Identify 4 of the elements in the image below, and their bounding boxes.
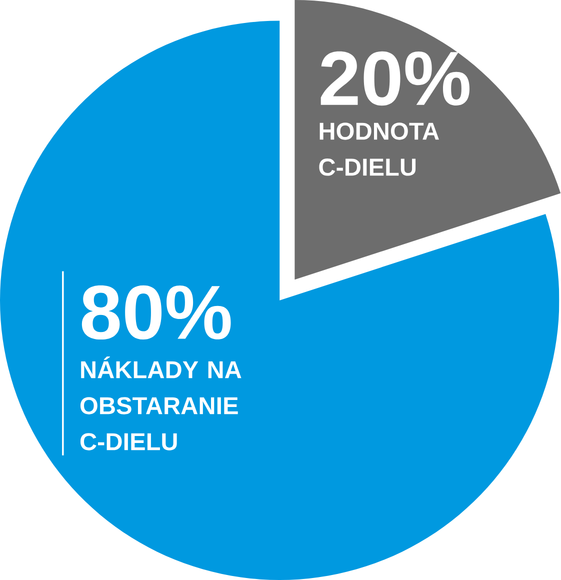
slice-label: HODNOTA C-DIELU [319, 122, 440, 176]
slice-label: NÁKLADY NA OBSTARANIE C-DIELU [80, 356, 242, 450]
data-label: 20% [321, 51, 470, 106]
data-label: 80% [82, 285, 231, 340]
